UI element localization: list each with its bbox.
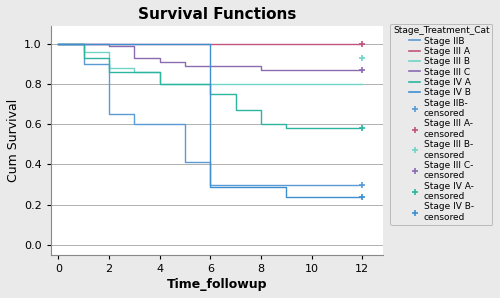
X-axis label: Time_followup: Time_followup bbox=[166, 278, 267, 291]
Title: Survival Functions: Survival Functions bbox=[138, 7, 296, 22]
Y-axis label: Cum Survival: Cum Survival bbox=[7, 99, 20, 182]
Legend: Stage IIB, Stage III A, Stage III B, Stage III C, Stage IV A, Stage IV B, Stage : Stage IIB, Stage III A, Stage III B, Sta… bbox=[390, 24, 492, 225]
